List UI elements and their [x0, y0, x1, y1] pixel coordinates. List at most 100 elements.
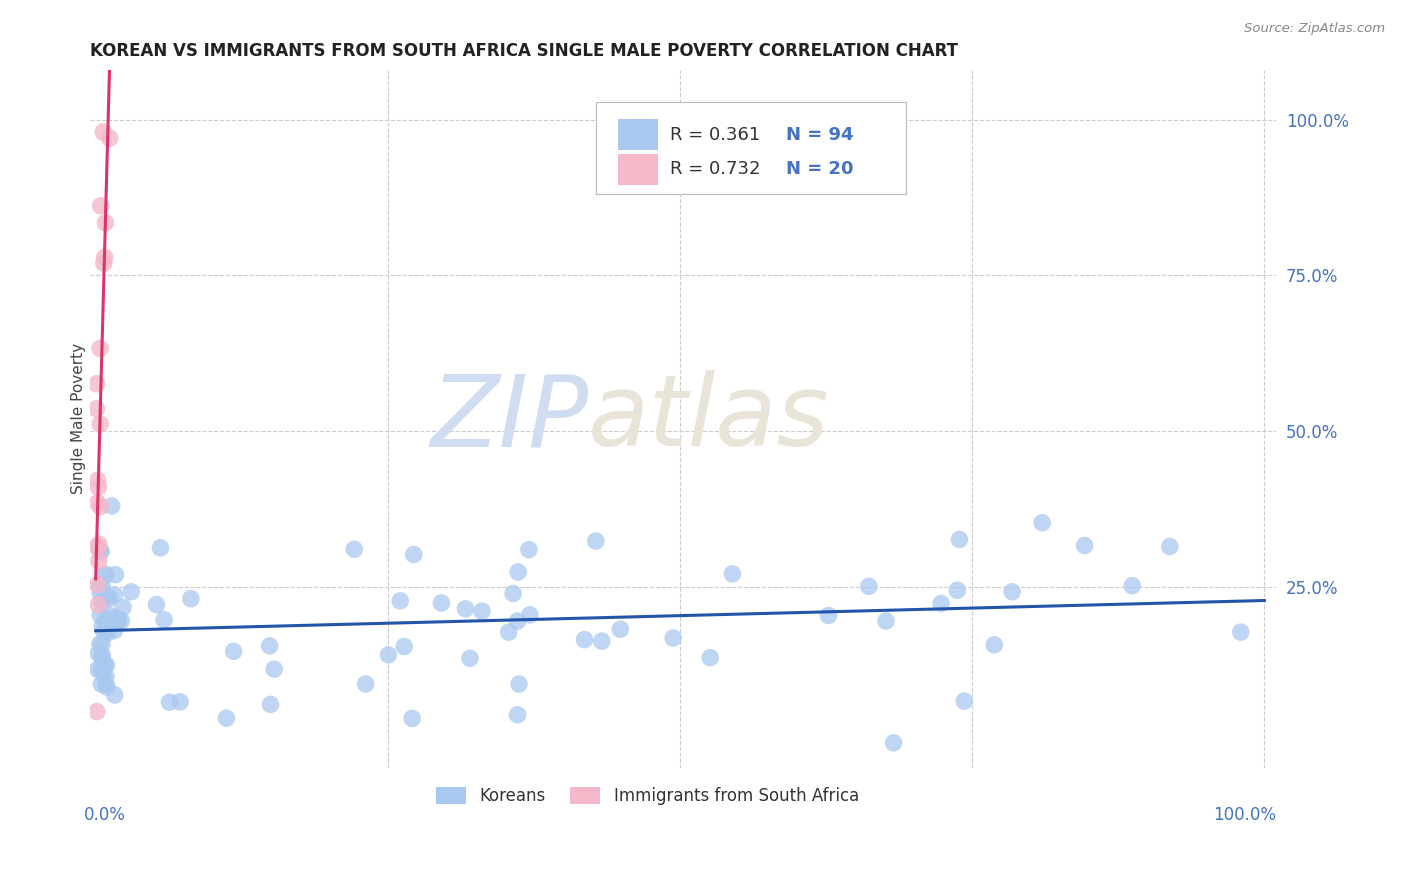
- Point: [585, 534, 607, 549]
- Point: [98, 591, 121, 606]
- Point: [93, 624, 115, 639]
- Point: [89, 586, 111, 600]
- Point: [98, 131, 121, 145]
- Point: [94, 622, 117, 636]
- Point: [87, 537, 110, 551]
- Point: [662, 631, 685, 645]
- Point: [1159, 540, 1181, 554]
- Point: [506, 707, 529, 722]
- Point: [946, 583, 969, 598]
- Point: [259, 698, 281, 712]
- Point: [591, 634, 613, 648]
- Point: [104, 624, 127, 638]
- Point: [89, 543, 111, 558]
- Point: [86, 705, 108, 719]
- Point: [506, 614, 529, 628]
- Point: [89, 580, 111, 594]
- Point: [883, 736, 905, 750]
- Point: [1001, 584, 1024, 599]
- Point: [263, 662, 285, 676]
- Point: [402, 548, 425, 562]
- Point: [100, 499, 122, 513]
- Point: [343, 542, 366, 557]
- Point: [1229, 625, 1251, 640]
- Text: R = 0.732: R = 0.732: [669, 161, 761, 178]
- Point: [87, 480, 110, 494]
- Point: [93, 568, 115, 582]
- Text: ZIP: ZIP: [430, 370, 588, 467]
- Point: [94, 567, 117, 582]
- Y-axis label: Single Male Poverty: Single Male Poverty: [72, 343, 86, 494]
- Point: [86, 577, 108, 591]
- Point: [91, 619, 114, 633]
- Point: [93, 250, 115, 264]
- Point: [90, 663, 112, 677]
- Point: [107, 614, 129, 628]
- Point: [1121, 579, 1143, 593]
- Point: [94, 216, 117, 230]
- Point: [953, 694, 976, 708]
- Point: [89, 637, 111, 651]
- Point: [93, 256, 115, 270]
- Point: [96, 680, 118, 694]
- Point: [875, 614, 897, 628]
- Point: [145, 598, 167, 612]
- Point: [94, 658, 117, 673]
- Point: [91, 577, 114, 591]
- Point: [87, 598, 110, 612]
- Point: [149, 541, 172, 555]
- Point: [90, 199, 112, 213]
- Point: [104, 567, 127, 582]
- Point: [87, 554, 110, 568]
- Point: [519, 607, 541, 622]
- Text: Source: ZipAtlas.com: Source: ZipAtlas.com: [1244, 22, 1385, 36]
- Point: [86, 376, 108, 391]
- Point: [259, 639, 281, 653]
- Text: 0.0%: 0.0%: [84, 806, 125, 824]
- Point: [89, 342, 111, 356]
- Point: [458, 651, 481, 665]
- Point: [89, 417, 111, 431]
- Text: 100.0%: 100.0%: [1213, 806, 1277, 824]
- Point: [91, 651, 114, 665]
- Point: [222, 644, 245, 658]
- Point: [97, 590, 120, 604]
- Text: KOREAN VS IMMIGRANTS FROM SOUTH AFRICA SINGLE MALE POVERTY CORRELATION CHART: KOREAN VS IMMIGRANTS FROM SOUTH AFRICA S…: [90, 42, 957, 60]
- Point: [86, 473, 108, 487]
- Point: [112, 600, 135, 615]
- Point: [392, 640, 415, 654]
- Point: [454, 602, 477, 616]
- Point: [103, 611, 125, 625]
- Point: [91, 648, 114, 662]
- Point: [948, 533, 970, 547]
- Point: [90, 544, 112, 558]
- Text: atlas: atlas: [588, 370, 830, 467]
- Point: [508, 677, 530, 691]
- Point: [1031, 516, 1053, 530]
- Point: [94, 670, 117, 684]
- Point: [97, 625, 120, 640]
- Point: [471, 604, 494, 618]
- Point: [89, 608, 111, 623]
- Point: [215, 711, 238, 725]
- Text: N = 20: N = 20: [786, 161, 853, 178]
- Point: [89, 500, 111, 514]
- Point: [498, 625, 520, 640]
- Point: [94, 677, 117, 691]
- Point: [983, 638, 1005, 652]
- Point: [858, 579, 880, 593]
- Point: [91, 637, 114, 651]
- Point: [508, 565, 530, 579]
- Point: [159, 695, 181, 709]
- Point: [90, 677, 112, 691]
- Point: [180, 591, 202, 606]
- Point: [721, 566, 744, 581]
- Text: R = 0.361: R = 0.361: [669, 126, 761, 144]
- FancyBboxPatch shape: [617, 120, 658, 150]
- Point: [86, 496, 108, 510]
- Point: [110, 614, 132, 628]
- Point: [86, 662, 108, 676]
- Point: [609, 622, 631, 636]
- Point: [91, 665, 114, 680]
- Point: [107, 612, 129, 626]
